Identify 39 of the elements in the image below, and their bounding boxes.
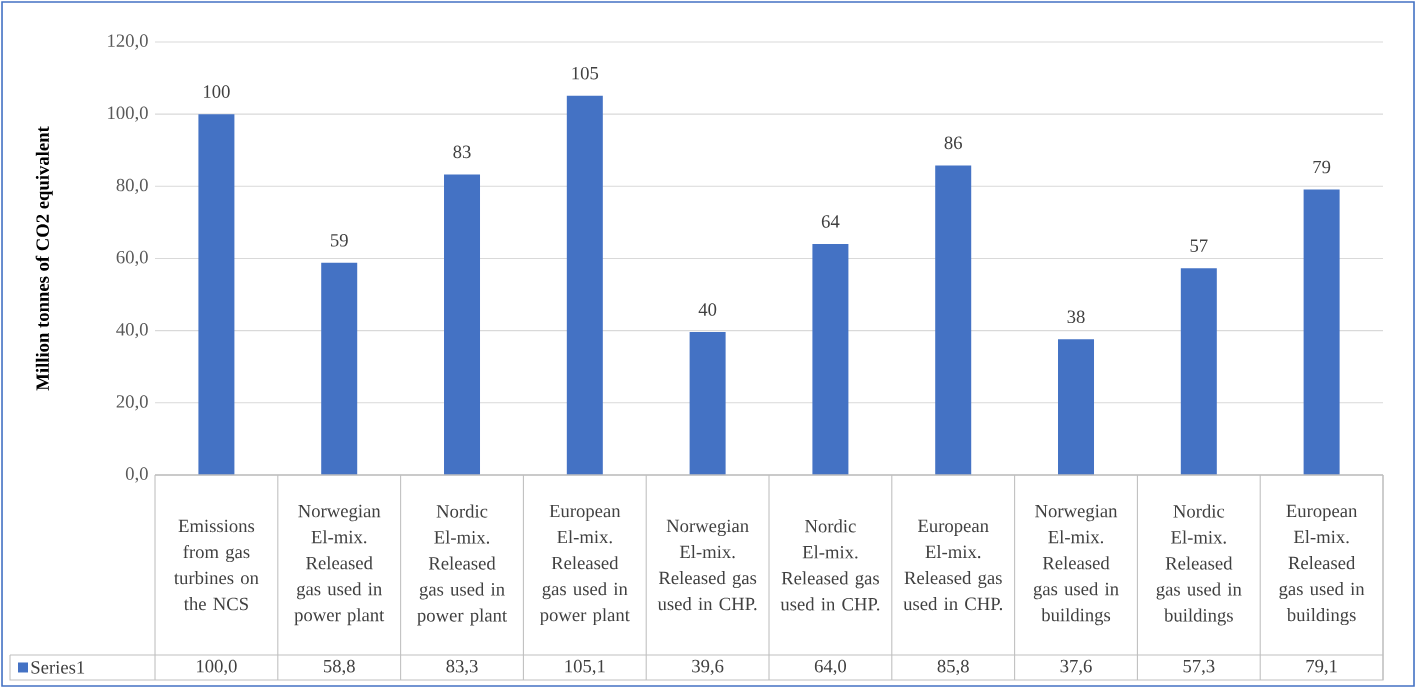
- text: 57,3: [1183, 659, 1215, 676]
- x-tick-label: European El-mix. Released gas used in buildings: [1279, 504, 1365, 626]
- text: 100,0: [197, 659, 237, 676]
- text: 85,8: [937, 659, 969, 676]
- y-tick-label: 20,0: [116, 395, 148, 411]
- y-tick-label: 120,0: [108, 34, 148, 50]
- text: 37,6: [1060, 659, 1092, 676]
- x-tick-label: Nordic El-mix. Released gas used in power plant: [417, 504, 507, 626]
- annotation: 57: [1190, 239, 1208, 252]
- annotation: 64: [821, 215, 840, 228]
- y-tick-label: 40,0: [116, 323, 148, 339]
- x-tick-label: Norwegian El-mix. Released gas used in buildings: [1033, 504, 1119, 626]
- x-tick-label: Nordic El-mix. Released gas used in CHP.: [780, 519, 880, 611]
- text: 83,3: [446, 659, 478, 676]
- y-tick-label: 60,0: [116, 250, 148, 267]
- text: 64,0: [814, 659, 847, 676]
- legend-label: Series1: [31, 661, 85, 674]
- x-tick-label: Norwegian El-mix. Released gas used in CHP.: [657, 519, 757, 611]
- text: 39,6: [692, 659, 724, 676]
- annotation: 79: [1313, 160, 1331, 174]
- annotation: 59: [330, 234, 348, 247]
- text: 79,1: [1306, 659, 1337, 676]
- y-tick-label: 80,0: [116, 178, 148, 194]
- x-tick-label: European El-mix. Released gas used in power plant: [540, 504, 630, 626]
- x-tick-label: Nordic El-mix. Released gas used in buildings: [1156, 504, 1242, 626]
- x-tick-label: European El-mix. Released gas used in CHP.: [903, 519, 1003, 611]
- text: 105,1: [565, 659, 605, 676]
- annotation: 105: [572, 66, 599, 80]
- x-tick-label: Norwegian El-mix. Released gas used in power plant: [294, 504, 385, 626]
- y-tick-label: 0,0: [125, 467, 148, 483]
- annotation: 83: [453, 145, 471, 159]
- annotation: 40: [698, 303, 717, 316]
- annotation: 100: [204, 85, 230, 98]
- annotation: 38: [1067, 310, 1085, 324]
- text: 58,8: [323, 659, 355, 676]
- annotation: 86: [944, 136, 962, 150]
- x-tick-label: Emissions from gas turbines on the NCS: [174, 519, 259, 611]
- y-tick-label: 100,0: [108, 106, 148, 122]
- y-axis-title: Million tonnes of CO2 equivalent: [35, 126, 53, 391]
